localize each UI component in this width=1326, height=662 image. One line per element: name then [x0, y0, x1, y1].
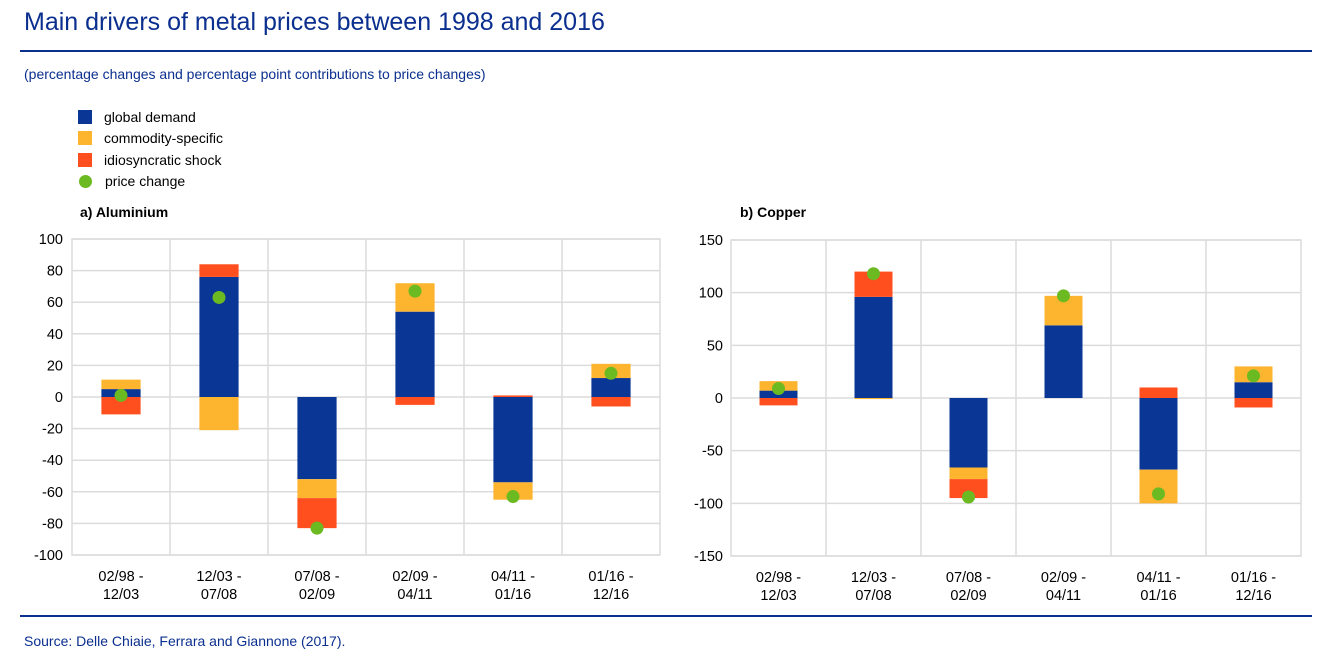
aluminium-bar-idiosyncratic-shock — [101, 397, 141, 415]
copper-y-tick-label: 0 — [715, 391, 723, 407]
aluminium-bar-global-demand — [395, 311, 435, 397]
copper-price-change-point — [867, 267, 880, 281]
copper-bar-idiosyncratic-shock — [1234, 398, 1273, 408]
copper-bar-global-demand — [1139, 398, 1178, 470]
aluminium-price-change-point — [310, 521, 324, 535]
source-note: Source: Delle Chiaie, Ferrara and Gianno… — [24, 633, 346, 649]
aluminium-x-tick-label: 01/16 - — [588, 569, 633, 585]
copper-price-change-point — [772, 382, 785, 396]
aluminium-x-tick-label: 04/11 — [397, 587, 432, 603]
legend-label: global demand — [104, 108, 196, 125]
copper-x-tick-label: 07/08 - — [946, 570, 991, 586]
aluminium-x-tick-label: 12/16 — [593, 587, 629, 603]
aluminium-price-change-point — [408, 284, 422, 298]
copper-x-tick-label: 02/09 — [950, 588, 986, 604]
aluminium-y-tick-label: 40 — [47, 327, 63, 343]
copper-bar-idiosyncratic-shock — [949, 479, 988, 499]
copper-y-tick-label: -50 — [702, 444, 723, 460]
footer-divider — [20, 615, 1312, 617]
aluminium-bar-global-demand — [591, 378, 631, 397]
aluminium-x-tick-label: 02/98 - — [98, 569, 143, 585]
aluminium-bar-global-demand — [297, 397, 337, 480]
legend-item-global-demand: global demand — [78, 106, 223, 128]
copper-bar-commodity-specific — [949, 467, 988, 480]
aluminium-x-tick-label: 01/16 — [495, 587, 531, 603]
copper-x-tick-label: 12/03 - — [851, 570, 896, 586]
legend: global demand commodity-specific idiosyn… — [78, 106, 223, 192]
copper-bar-global-demand — [1044, 325, 1083, 398]
legend-item-commodity-specific: commodity-specific — [78, 128, 223, 150]
copper-x-tick-label: 07/08 — [855, 588, 891, 604]
aluminium-bar-idiosyncratic-shock — [395, 397, 435, 405]
aluminium-x-tick-label: 02/09 — [299, 587, 335, 603]
aluminium-bar-idiosyncratic-shock — [591, 397, 631, 407]
aluminium-bar-commodity-specific — [199, 397, 239, 431]
aluminium-x-tick-label: 07/08 — [201, 587, 237, 603]
chart-title: Main drivers of metal prices between 199… — [24, 8, 605, 36]
idiosyncratic-shock-swatch-icon — [78, 152, 92, 167]
copper-bar-global-demand — [949, 398, 988, 468]
panel-title-aluminium: a) Aluminium — [80, 204, 169, 220]
aluminium-x-tick-label: 04/11 - — [491, 569, 535, 585]
legend-label: commodity-specific — [104, 130, 224, 147]
aluminium-x-tick-label: 12/03 - — [196, 569, 241, 585]
panel-title-copper: b) Copper — [740, 204, 807, 220]
aluminium-y-tick-label: -20 — [42, 422, 63, 438]
copper-x-tick-label: 01/16 — [1140, 588, 1176, 604]
copper-price-change-point — [1247, 369, 1260, 383]
aluminium-y-tick-label: 0 — [55, 390, 63, 406]
copper-y-tick-label: -100 — [694, 496, 723, 512]
aluminium-y-tick-label: 80 — [47, 264, 63, 280]
global-demand-swatch-icon — [78, 109, 92, 124]
aluminium-bar-commodity-specific — [297, 479, 337, 499]
copper-bar-idiosyncratic-shock — [759, 398, 798, 406]
aluminium-y-tick-label: 60 — [47, 295, 63, 311]
legend-item-price-change: price change — [78, 171, 223, 193]
copper-bar-global-demand — [1234, 382, 1273, 398]
copper-x-tick-label: 04/11 — [1046, 588, 1081, 604]
aluminium-y-tick-label: -60 — [42, 485, 63, 501]
aluminium-x-tick-label: 12/03 — [103, 587, 139, 603]
copper-price-change-point — [962, 490, 975, 504]
aluminium-y-tick-label: 100 — [39, 232, 63, 248]
copper-price-change-point — [1057, 289, 1070, 303]
title-divider — [20, 50, 1312, 52]
aluminium-bar-global-demand — [493, 397, 533, 483]
copper-y-tick-label: 50 — [707, 338, 723, 354]
copper-y-tick-label: 100 — [699, 286, 723, 302]
aluminium-bar-idiosyncratic-shock — [493, 395, 533, 397]
legend-item-idiosyncratic-shock: idiosyncratic shock — [78, 149, 223, 171]
legend-label: price change — [105, 173, 186, 190]
legend-label: idiosyncratic shock — [104, 151, 222, 168]
price-change-dot-icon — [79, 174, 92, 188]
aluminium-x-tick-label: 07/08 - — [294, 569, 339, 585]
copper-bar-global-demand — [854, 296, 893, 398]
aluminium-price-change-point — [506, 490, 520, 504]
copper-y-tick-label: -150 — [694, 549, 723, 565]
copper-x-tick-label: 12/03 — [760, 588, 796, 604]
aluminium-y-tick-label: -100 — [34, 548, 63, 564]
copper-price-change-point — [1152, 487, 1165, 501]
aluminium-bar-commodity-specific — [101, 379, 141, 390]
copper-x-tick-label: 02/98 - — [756, 570, 801, 586]
chart-subtitle: (percentage changes and percentage point… — [24, 66, 486, 82]
aluminium-y-tick-label: -80 — [42, 516, 63, 532]
aluminium-y-tick-label: 20 — [47, 358, 63, 374]
copper-x-tick-label: 12/16 — [1235, 588, 1271, 604]
copper-x-tick-label: 02/09 - — [1041, 570, 1086, 586]
aluminium-bar-idiosyncratic-shock — [199, 264, 239, 277]
aluminium-y-tick-label: -40 — [42, 453, 63, 469]
commodity-specific-swatch-icon — [78, 131, 92, 146]
aluminium-x-tick-label: 02/09 - — [392, 569, 437, 585]
aluminium-price-change-point — [114, 388, 128, 402]
copper-y-tick-label: 150 — [699, 233, 723, 249]
copper-bar-commodity-specific — [854, 398, 893, 400]
aluminium-price-change-point — [212, 290, 226, 304]
copper-x-tick-label: 04/11 - — [1136, 570, 1180, 586]
copper-bar-idiosyncratic-shock — [1139, 387, 1178, 398]
aluminium-price-change-point — [604, 366, 618, 380]
copper-x-tick-label: 01/16 - — [1231, 570, 1276, 586]
